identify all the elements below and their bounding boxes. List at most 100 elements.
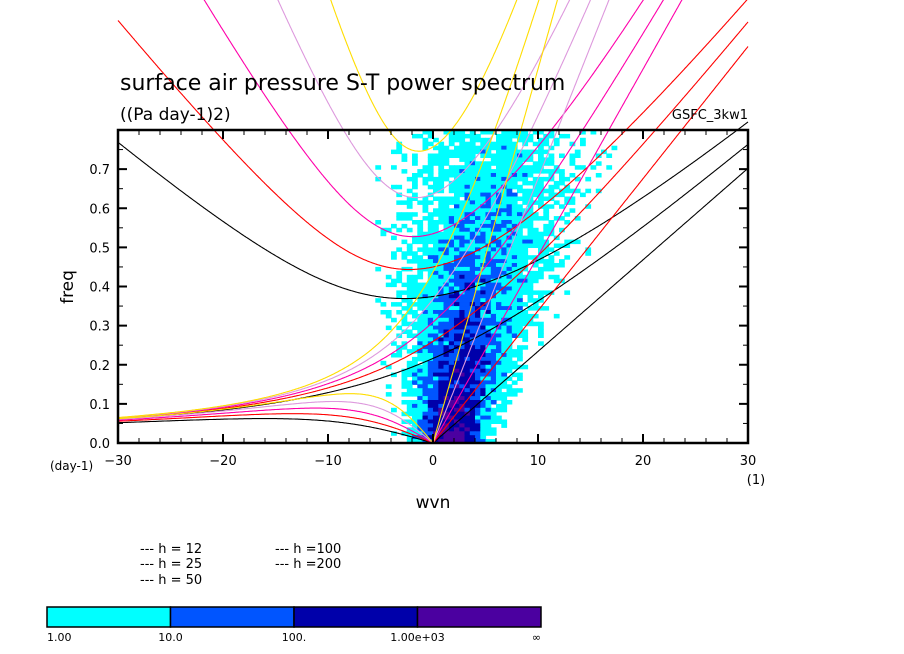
power-cell [438,278,445,284]
power-cell [506,302,513,307]
power-cell [464,169,471,174]
power-cell [406,368,413,374]
power-cell [506,360,513,366]
power-cell [532,149,539,155]
power-cell [496,188,502,194]
power-cell [469,349,476,354]
power-cell [475,388,481,393]
power-cell [438,306,445,311]
power-cell [496,227,502,233]
power-cell [490,180,497,186]
power-cell [485,286,492,291]
power-cell [538,231,544,237]
power-cell [543,137,550,143]
power-cell [501,204,508,209]
power-cell [522,188,529,194]
power-cell [469,321,476,327]
power-cell [454,149,460,155]
power-cell [427,251,434,256]
power-cell [459,302,466,307]
power-cell [532,274,539,280]
power-cell [433,161,439,166]
power-cell [401,200,408,205]
power-cell [522,263,529,268]
power-cell [527,282,534,288]
power-cell [501,184,508,190]
power-cell [469,231,476,237]
power-cell [480,392,487,397]
power-cell [538,290,544,295]
power-cell [501,384,508,389]
power-cell [433,333,439,338]
power-cell [454,216,460,221]
power-cell [490,145,497,151]
power-cell [422,407,429,413]
power-cell [438,337,445,342]
power-cell [511,321,518,327]
power-cell [522,282,529,288]
power-cell [464,376,471,381]
power-cell [469,259,476,264]
power-cell [396,274,403,280]
power-cell [438,427,445,432]
power-cell [517,227,523,233]
power-cell [459,411,466,417]
power-cell [475,423,481,428]
power-cell [485,313,492,319]
power-cell [532,235,539,241]
power-cell [490,329,497,334]
power-cell [438,169,445,174]
power-cell [480,239,487,245]
power-cell [443,251,450,256]
power-cell [506,337,513,342]
power-cell [496,223,502,229]
power-cell [412,403,418,409]
power-cell [401,216,408,221]
power-cell [454,184,460,190]
power-cell [485,321,492,327]
power-cell [443,173,450,178]
power-cell [485,192,492,198]
power-cell [532,306,539,311]
power-cell [459,208,466,213]
power-cell [454,392,460,397]
power-cell [464,216,471,221]
power-cell [459,141,466,147]
power-cell [496,388,502,393]
power-cell [480,337,487,342]
power-cell [448,220,455,225]
power-cell [433,270,439,276]
power-cell [469,200,476,205]
power-cell [490,298,497,303]
power-cell [506,349,513,354]
power-cell [485,235,492,241]
power-cell [548,220,555,225]
power-cell [517,161,523,166]
power-cell [574,239,581,245]
power-cell [490,411,497,417]
power-cell [480,216,487,221]
power-cell [448,427,455,432]
power-cell [511,157,518,162]
power-cell [490,345,497,350]
power-cell [496,255,502,260]
power-cell [475,341,481,346]
power-cell [548,266,555,272]
power-cell [406,227,413,233]
power-cell [490,415,497,421]
power-cell [443,321,450,327]
power-cell [522,176,529,182]
power-cell [454,176,460,182]
power-cell [506,400,513,405]
power-cell [448,419,455,424]
power-cell [427,337,434,342]
power-cell [427,353,434,358]
power-cell [469,356,476,362]
power-cell [438,372,445,378]
power-cell [454,130,460,135]
power-cell [469,431,476,436]
power-cell [433,188,439,194]
power-cell [438,231,445,237]
power-cell [454,227,460,233]
power-cell [517,247,523,252]
